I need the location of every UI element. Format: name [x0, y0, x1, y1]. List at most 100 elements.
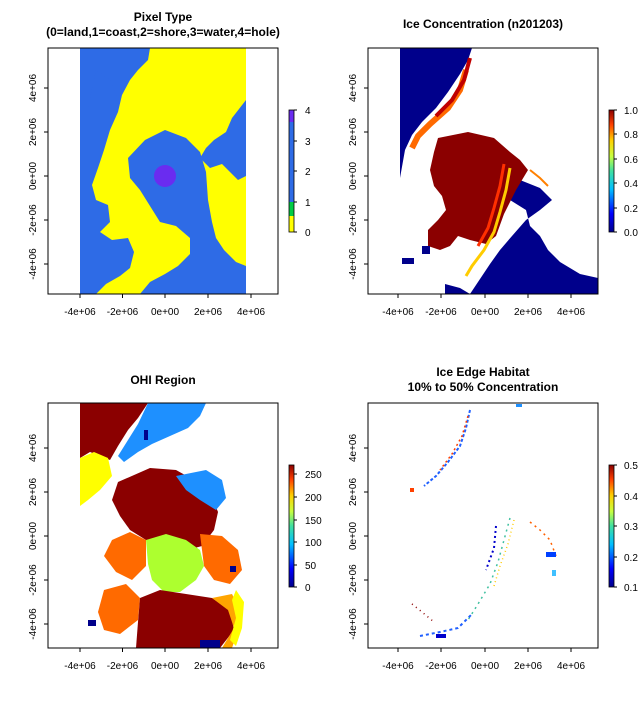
colorbar-tick-label: 150	[305, 516, 322, 527]
ice-edge-habitat-cells	[436, 634, 446, 638]
y-axis: -4e+06 -2e+06 0e+00 2e+06 4e+06	[28, 434, 49, 640]
chart-ohi-region: OHI Region -4e+06	[28, 373, 322, 672]
ice-edge-habitat-cells	[439, 415, 469, 471]
region-polygon	[104, 532, 146, 580]
region-polygon	[80, 452, 112, 506]
open-water-area	[400, 48, 472, 178]
y-tick-label: -4e+06	[28, 608, 39, 640]
x-tick-label: -4e+06	[382, 307, 414, 318]
pole-hole	[154, 165, 176, 187]
ice-edge-habitat-cells	[411, 603, 435, 623]
region-polygon	[176, 470, 226, 510]
x-axis: -4e+06 -2e+06 0e+00 2e+06 4e+06	[382, 293, 585, 318]
colorbar-tick-label: 1.0	[624, 106, 638, 117]
x-tick-label: 0e+00	[151, 661, 180, 672]
x-tick-label: -2e+06	[107, 661, 139, 672]
y-axis: -4e+06 -2e+06 0e+00 2e+06 4e+06	[348, 74, 369, 280]
chart-subtitle: (0=land,1=coast,2=shore,3=water,4=hole)	[46, 25, 280, 39]
colorbar-tick-label: 0.2	[624, 204, 638, 215]
chart-title: OHI Region	[130, 373, 195, 387]
colorbar: 0 1 2 3 4	[288, 106, 311, 239]
x-tick-label: 0e+00	[471, 661, 500, 672]
region-polygon	[144, 430, 148, 440]
region-polygon	[200, 640, 220, 648]
y-tick-label: 0e+00	[348, 162, 359, 191]
ice-edge-habitat-cells	[467, 517, 511, 621]
region-polygon	[230, 590, 244, 646]
colorbar-tick-label: 1	[305, 198, 311, 209]
y-tick-label: 2e+06	[348, 118, 359, 147]
colorbar: 0.0 0.2 0.4 0.6 0.8 1.0	[608, 106, 638, 239]
region-polygon	[230, 566, 236, 572]
y-tick-label: 4e+06	[28, 434, 39, 463]
colorbar-tick-label: 50	[305, 561, 317, 572]
colorbar: 0.1 0.2 0.3 0.4 0.5	[608, 461, 638, 594]
y-tick-label: -2e+06	[28, 204, 39, 236]
x-axis: -4e+06 -2e+06 0e+00 2e+06 4e+06	[64, 293, 266, 318]
chart-subtitle: 10% to 50% Concentration	[408, 380, 559, 394]
plot-frame	[367, 402, 599, 649]
y-tick-label: 4e+06	[348, 74, 359, 103]
ice-edge	[476, 163, 506, 247]
y-tick-label: -2e+06	[28, 564, 39, 596]
chart-pixel-type: Pixel Type (0=land,1=coast,2=shore,3=wat…	[28, 10, 311, 318]
open-water-area	[470, 180, 598, 294]
ice-edge-habitat-cells	[493, 519, 515, 587]
colorbar-tick-label: 0.0	[624, 228, 638, 239]
region-polygon	[88, 620, 96, 626]
colorbar-tick-label: 2	[305, 167, 311, 178]
raster-ice-edge-habitat	[410, 404, 557, 638]
colorbar: 0 50 100 150 200 250	[288, 464, 322, 594]
y-tick-label: 0e+00	[348, 522, 359, 551]
y-tick-label: 0e+00	[28, 162, 39, 191]
colorbar-tick-label: 0.1	[624, 583, 638, 594]
x-tick-label: -2e+06	[107, 307, 139, 318]
colorbar-segment	[289, 110, 294, 122]
colorbar-segment	[289, 122, 294, 202]
raster-ice-concentration	[400, 48, 598, 294]
y-tick-label: -4e+06	[348, 608, 359, 640]
open-water-area	[422, 246, 430, 254]
colorbar-tick-label: 200	[305, 493, 322, 504]
ice-cover	[428, 132, 528, 250]
x-tick-label: 4e+06	[237, 307, 266, 318]
y-tick-label: -4e+06	[348, 248, 359, 280]
x-tick-label: -4e+06	[64, 307, 96, 318]
x-tick-label: 4e+06	[557, 661, 586, 672]
y-tick-label: -2e+06	[348, 204, 359, 236]
x-tick-label: 0e+00	[151, 307, 180, 318]
y-tick-label: 2e+06	[348, 478, 359, 507]
chart-title: Pixel Type	[134, 10, 193, 24]
colorbar-tick-label: 0.3	[624, 522, 638, 533]
region-polygon	[200, 534, 242, 584]
colorbar-segment	[289, 202, 294, 216]
ice-edge	[464, 167, 512, 277]
raster-ohi-region	[80, 403, 244, 648]
colorbar-tick-label: 0.5	[624, 461, 638, 472]
colorbar-tick-label: 0	[305, 583, 311, 594]
region-polygon	[146, 534, 204, 592]
colorbar-tick-label: 0.4	[624, 492, 638, 503]
x-tick-label: 4e+06	[237, 661, 266, 672]
colorbar-gradient	[608, 464, 615, 588]
region-polygon	[136, 590, 234, 648]
x-tick-label: 2e+06	[514, 307, 543, 318]
x-axis: -4e+06 -2e+06 0e+00 2e+06 4e+06	[64, 647, 266, 672]
region-polygon	[80, 403, 148, 460]
colorbar-tick-label: 250	[305, 470, 322, 481]
colorbar-tick-label: 0.6	[624, 155, 638, 166]
ice-edge-habitat-cells	[419, 613, 473, 637]
region-polygon	[118, 403, 206, 462]
ice-edge-habitat-cells	[529, 521, 557, 557]
colorbar-tick-label: 0.2	[624, 553, 638, 564]
region-polygon	[98, 584, 140, 634]
y-tick-label: 2e+06	[28, 478, 39, 507]
ice-edge-habitat-cells	[423, 409, 471, 487]
colorbar-gradient	[608, 109, 615, 233]
ice-edge-habitat-cells	[552, 570, 556, 576]
colorbar-gradient	[288, 464, 295, 588]
ice-edge-habitat-cells	[485, 525, 497, 571]
chart-title: Ice Concentration (n201203)	[403, 17, 563, 31]
chart-title: Ice Edge Habitat	[436, 365, 529, 379]
